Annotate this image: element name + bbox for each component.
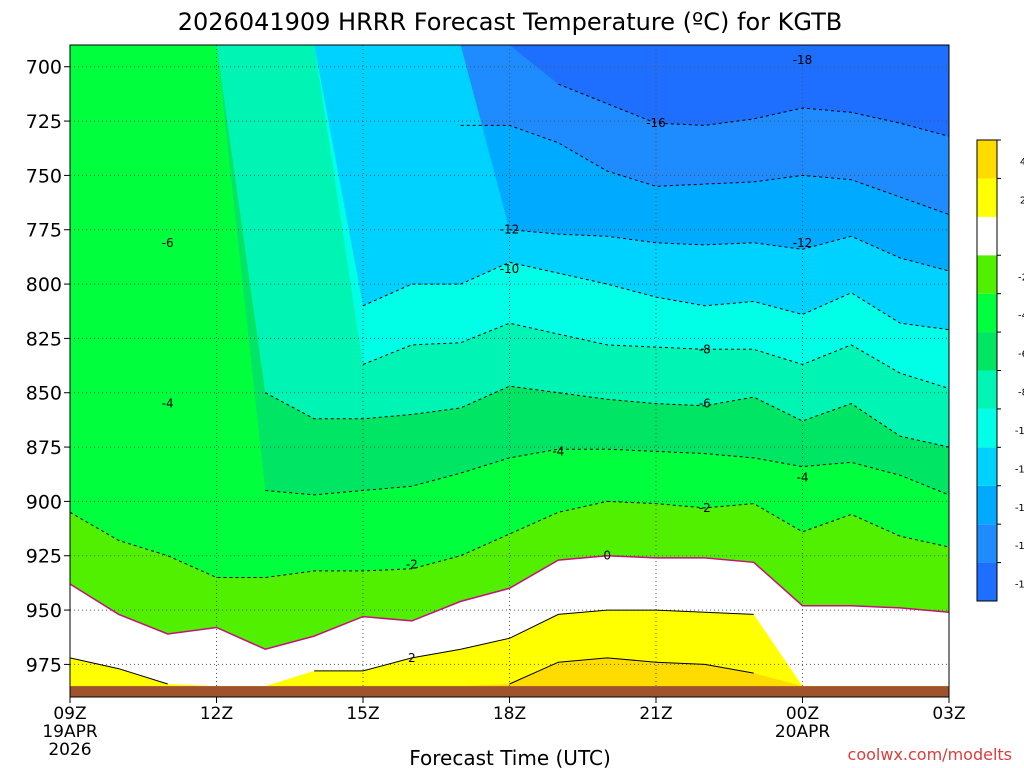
x-tick-label: 03Z [932,704,965,724]
colorbar-bin [977,216,997,256]
contour-label: -2 [406,557,418,571]
colorbar-bin [977,178,997,217]
colorbar-bin [977,140,997,179]
colorbar: -18 -16 -14 -12 -10 -8 -6 -4 -2 2 4 [976,139,1024,602]
colorbar-bin [977,255,997,294]
colorbar-tick-label: -16 [1015,541,1024,552]
x-axis-label: Forecast Time (UTC) [409,746,611,768]
x-tick-year: 2026 [48,740,91,760]
chart-title: 2026041909 HRRR Forecast Temperature (ºC… [178,8,843,36]
x-tick-label: 09Z [53,704,86,724]
y-tick-label: 975 [26,654,62,676]
colorbar-tick-label: -12 [1015,464,1024,475]
colorbar-bin [977,408,997,448]
y-tick-label: 775 [26,220,62,242]
colorbar-tick-label: 4 [1020,157,1024,168]
colorbar-tick-label: -18 [1015,580,1024,591]
y-tick-label: 950 [26,600,62,622]
contour-label: -2 [699,501,711,515]
contour-line--10 [362,261,950,331]
ground-strip [70,686,949,697]
contour-line--4 [265,448,950,496]
contour-line-2 [314,609,754,672]
contour-label: -4 [162,397,174,411]
x-tick-label: 15Z [346,704,379,724]
y-tick-label: 850 [26,383,62,405]
contour-label: 0 [603,549,611,563]
colorbar-tick-label: -4 [1018,311,1024,322]
x-tick-date: 20APR [775,722,831,742]
y-tick-label: 750 [26,165,62,187]
colorbar-tick-label: -10 [1015,426,1024,437]
contour-line-2 [69,657,168,685]
contour-fill-layer [70,45,949,697]
ground-layer [70,686,949,697]
y-axis: 700 725 750 775 800 825 850 875 900 925 950 975 [26,57,70,676]
colorbar-bin [977,524,997,563]
grid-layer [70,45,949,697]
contour-label-layer: -18 -16 -12 -12 -10 -8 -6 -6 -4 -4 -4 -2 -2 0 2 [162,53,813,665]
x-tick-label: 12Z [200,704,233,724]
contour-label: -4 [797,470,809,484]
y-tick-label: 825 [26,328,62,350]
contour-label: -10 [500,262,520,276]
contour-label: -18 [793,53,813,67]
y-tick-label: 800 [26,274,62,296]
x-tick-label: 21Z [639,704,672,724]
colorbar-bin [977,332,997,371]
contour-label: -4 [552,444,564,458]
x-tick-label: 00Z [786,704,819,724]
y-tick-label: 700 [26,57,62,79]
contour-line--8 [362,322,950,389]
colorbar-bin [977,293,997,333]
y-tick-label: 900 [26,491,62,513]
contour-label: -16 [646,116,666,130]
colorbar-bin [977,370,997,409]
plot-frame [69,44,950,698]
contour-line-4 [509,657,754,685]
colorbar-bin [977,485,997,525]
contour-line--14 [460,124,950,215]
colorbar-tick-label: -6 [1018,349,1024,360]
contour-label: 2 [408,651,416,665]
credit-text: coolwx.com/modelts [848,745,1012,764]
colorbar-tick-label: -2 [1018,272,1024,283]
contour-line--6 [265,385,950,448]
colorbar-tick-label: -8 [1018,388,1024,399]
colorbar-tick-label: 2 [1020,195,1024,206]
y-tick-label: 925 [26,546,62,568]
contour-label: -12 [500,223,520,237]
contour-label: -8 [699,342,711,356]
contour-line-0 [69,554,950,650]
contour-label: -6 [699,397,711,411]
colorbar-tick-label: -14 [1015,503,1024,514]
colorbar-bin [977,447,997,486]
contour-label: -12 [793,236,813,250]
contour-label: -6 [162,236,174,250]
y-tick-label: 875 [26,437,62,459]
x-tick-label: 18Z [493,704,526,724]
x-tick-date: 19APR [42,722,98,742]
y-tick-label: 725 [26,111,62,133]
contour-line--12 [509,229,950,272]
colorbar-bin [977,562,997,601]
contour-line-layer [69,83,950,685]
